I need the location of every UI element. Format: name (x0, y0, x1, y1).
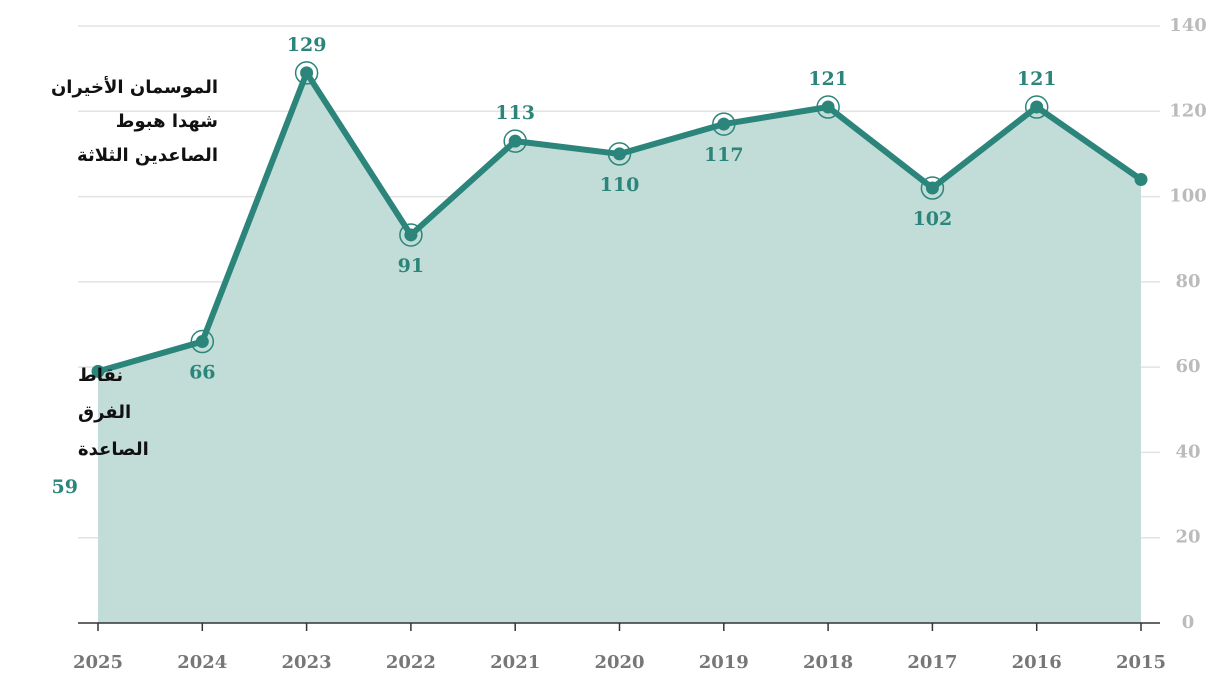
value-label: 110 (600, 174, 640, 196)
marker-ring (1024, 95, 1049, 119)
value-label: 121 (808, 68, 848, 90)
value-label: 129 (287, 34, 327, 56)
point (91, 364, 105, 378)
marker-ring (816, 95, 840, 119)
value-label: 117 (704, 144, 744, 166)
point (195, 335, 209, 349)
y-tick-label: 120 (1169, 100, 1207, 121)
y-tick-label: 0 (1182, 612, 1195, 633)
x-tick-label: 2015 (1116, 652, 1166, 673)
value-label: 91 (398, 255, 424, 277)
annotation: نقاط (78, 365, 123, 386)
annotation: الموسمان الأخيران (51, 76, 218, 98)
annotation: الفرق (78, 402, 131, 423)
value-label: 59 (52, 476, 78, 498)
marker-ring (607, 142, 632, 166)
annotation: الصاعدة (78, 439, 149, 460)
point (613, 147, 626, 161)
marker-ring (712, 112, 736, 136)
y-tick-label: 100 (1169, 186, 1207, 207)
area (98, 72, 1141, 623)
annotation: شهدا هبوط (116, 111, 218, 132)
value-label: 66 (189, 362, 215, 384)
annotation: الصاعدين الثلاثة (77, 145, 218, 166)
point (300, 66, 314, 80)
value-label: 121 (1017, 68, 1057, 90)
x-tick-label: 2019 (699, 652, 749, 673)
point (717, 117, 731, 131)
value-label: 102 (913, 208, 953, 230)
x-tick-label: 2022 (386, 652, 436, 673)
x-tick-label: 2017 (907, 652, 957, 673)
x-tick-label: 2024 (177, 652, 227, 673)
x-tick-label: 2021 (490, 652, 540, 673)
x-tick-label: 2020 (594, 652, 644, 673)
marker-ring (190, 329, 215, 354)
y-tick-label: 60 (1175, 356, 1200, 377)
marker-ring (294, 61, 319, 85)
y-tick-label: 40 (1175, 441, 1200, 462)
point (1030, 100, 1044, 114)
marker-ring (503, 129, 527, 153)
point (1134, 173, 1148, 187)
point (508, 134, 522, 148)
x-tick-label: 2018 (803, 652, 853, 673)
marker-ring (399, 223, 423, 247)
point (821, 100, 835, 114)
x-tick-label: 2023 (282, 652, 332, 673)
y-tick-label: 20 (1175, 527, 1200, 548)
marker-ring (920, 176, 945, 200)
point (404, 228, 418, 242)
value-label: 113 (495, 102, 535, 124)
x-tick-label: 2025 (73, 652, 123, 673)
y-tick-label: 80 (1175, 271, 1200, 292)
y-tick-label: 140 (1169, 15, 1207, 36)
x-tick-label: 2016 (1012, 652, 1062, 673)
point (925, 181, 939, 195)
